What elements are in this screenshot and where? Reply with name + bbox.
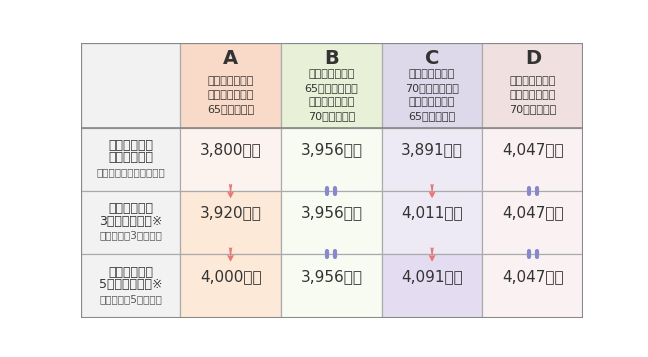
Text: （配偶者が3歳年下）: （配偶者が3歳年下）	[99, 230, 162, 240]
Bar	[180, 43, 281, 127]
Bar	[81, 43, 180, 127]
Text: C: C	[425, 49, 439, 67]
Bar	[81, 254, 180, 318]
Text: B: B	[324, 49, 339, 67]
Bar	[483, 191, 583, 254]
Bar	[281, 43, 382, 127]
Text: 5年加算される※: 5年加算される※	[99, 278, 163, 291]
Text: （配偶者が5歳年下）: （配偶者が5歳年下）	[99, 294, 162, 304]
Bar	[281, 254, 382, 318]
Bar	[483, 43, 583, 127]
Text: A: A	[223, 49, 238, 67]
Text: 4,047万円: 4,047万円	[502, 206, 564, 221]
Text: 3,920万円: 3,920万円	[200, 206, 262, 221]
Bar	[483, 254, 583, 318]
Text: 加給年金額が: 加給年金額が	[108, 202, 153, 215]
Text: 3,800万円: 3,800万円	[200, 142, 261, 157]
Bar	[382, 43, 483, 127]
Text: （対象配偶者がいない）: （対象配偶者がいない）	[96, 167, 165, 177]
Bar	[180, 191, 281, 254]
Text: 加給年金額が: 加給年金額が	[108, 139, 153, 152]
Text: 3,956万円: 3,956万円	[300, 206, 362, 221]
Bar	[180, 254, 281, 318]
Text: D: D	[525, 49, 541, 67]
Text: 老齢基礎年金は
70歳から受給、
老齢厘生年金は
65歳から受給: 老齢基礎年金は 70歳から受給、 老齢厘生年金は 65歳から受給	[405, 69, 459, 121]
Text: 4,047万円: 4,047万円	[502, 269, 564, 284]
Text: 3,956万円: 3,956万円	[300, 142, 362, 157]
Text: 4,011万円: 4,011万円	[401, 206, 463, 221]
Bar	[281, 127, 382, 191]
Bar	[483, 127, 583, 191]
Text: 4,047万円: 4,047万円	[502, 142, 564, 157]
Text: 加給年金額が: 加給年金額が	[108, 266, 153, 278]
Bar	[382, 191, 483, 254]
Text: 3年加算される※: 3年加算される※	[99, 215, 162, 228]
Text: 老齢基礎年金は
65歳から受給、
老齢厘生年金は
70歳から受給: 老齢基礎年金は 65歳から受給、 老齢厘生年金は 70歳から受給	[305, 69, 358, 121]
Text: 加算されない: 加算されない	[108, 151, 153, 165]
Text: 老齢基礎年金も
老齢厘生年金も
65歳から受給: 老齢基礎年金も 老齢厘生年金も 65歳から受給	[207, 76, 254, 114]
Text: 3,891万円: 3,891万円	[401, 142, 463, 157]
Bar	[81, 191, 180, 254]
Text: 4,091万円: 4,091万円	[401, 269, 463, 284]
Text: 3,956万円: 3,956万円	[300, 269, 362, 284]
Bar	[180, 127, 281, 191]
Bar	[382, 254, 483, 318]
Text: 老齢基礎年金も
老齢厘生年金も
70歳から受給: 老齢基礎年金も 老齢厘生年金も 70歳から受給	[509, 76, 557, 114]
Bar	[382, 127, 483, 191]
Text: 4,000万円: 4,000万円	[200, 269, 261, 284]
Bar	[81, 127, 180, 191]
Bar	[281, 191, 382, 254]
